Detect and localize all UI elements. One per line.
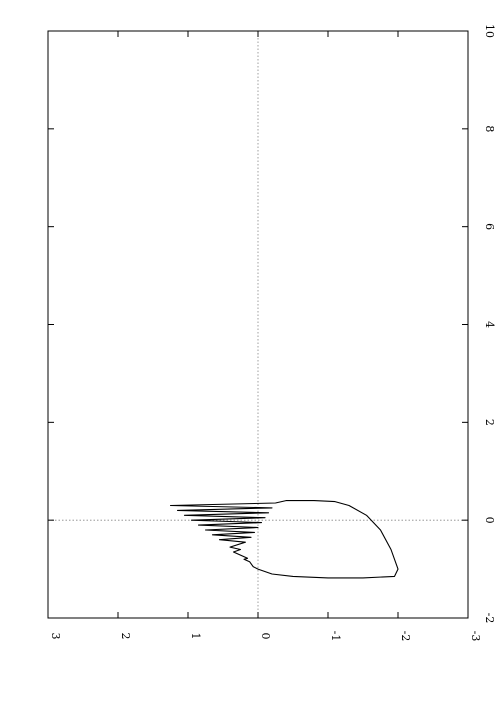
x-tick-label: 0 bbox=[483, 517, 496, 524]
y-tick-label: -3 bbox=[469, 631, 482, 642]
x-tick-label: 4 bbox=[483, 321, 496, 328]
x-tick-label: 10 bbox=[483, 24, 496, 38]
y-tick-label: 2 bbox=[119, 633, 132, 640]
y-tick-label: 0 bbox=[259, 633, 272, 640]
y-tick-label: 1 bbox=[189, 633, 202, 640]
zero-lines bbox=[48, 31, 468, 618]
y-tick-label: -2 bbox=[399, 631, 412, 642]
x-tick-labels: -2 0 2 4 6 8 10 bbox=[483, 24, 496, 623]
series-group bbox=[169, 500, 399, 579]
y-tick-label: 3 bbox=[49, 633, 62, 640]
y-tick-labels: -3 -2 -1 0 1 2 3 bbox=[49, 631, 482, 642]
y-tick-label: -1 bbox=[329, 631, 342, 642]
x-tick-label: 6 bbox=[483, 223, 496, 230]
series-line-1 bbox=[169, 500, 399, 579]
x-tick-label: 2 bbox=[483, 419, 496, 426]
x-tick-label: -2 bbox=[483, 613, 496, 624]
x-tick-label: 8 bbox=[483, 125, 496, 132]
tick-marks bbox=[47, 30, 469, 619]
